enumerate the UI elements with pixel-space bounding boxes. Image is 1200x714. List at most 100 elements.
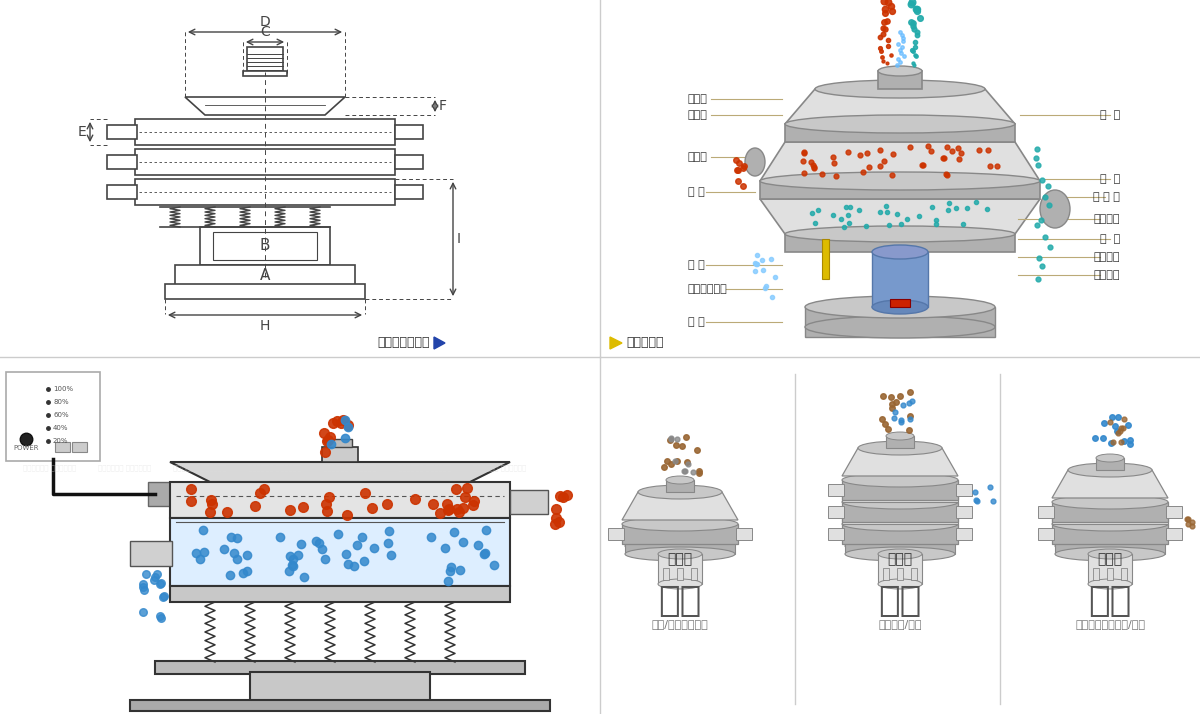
Text: 筛  网: 筛 网 bbox=[1099, 110, 1120, 120]
FancyBboxPatch shape bbox=[842, 502, 958, 522]
FancyBboxPatch shape bbox=[785, 234, 1015, 252]
FancyBboxPatch shape bbox=[1055, 542, 1165, 554]
Text: I: I bbox=[457, 232, 461, 246]
FancyBboxPatch shape bbox=[107, 125, 137, 139]
Polygon shape bbox=[785, 89, 1015, 124]
FancyBboxPatch shape bbox=[677, 568, 683, 580]
Polygon shape bbox=[842, 448, 958, 476]
FancyBboxPatch shape bbox=[1038, 506, 1054, 518]
Text: 除杂: 除杂 bbox=[1088, 584, 1132, 618]
FancyBboxPatch shape bbox=[1093, 568, 1099, 580]
Text: 弹 簧: 弹 簧 bbox=[688, 260, 704, 270]
FancyBboxPatch shape bbox=[911, 568, 917, 580]
Polygon shape bbox=[185, 97, 346, 115]
Polygon shape bbox=[434, 337, 445, 349]
FancyBboxPatch shape bbox=[130, 700, 550, 711]
Polygon shape bbox=[1052, 470, 1168, 498]
Text: 多晶硅振动筛 多晶硅振动筛: 多晶硅振动筛 多晶硅振动筛 bbox=[98, 464, 151, 471]
FancyBboxPatch shape bbox=[200, 227, 330, 265]
FancyBboxPatch shape bbox=[691, 568, 697, 580]
FancyBboxPatch shape bbox=[170, 586, 510, 602]
Text: POWER: POWER bbox=[13, 445, 38, 451]
Ellipse shape bbox=[858, 441, 942, 455]
Ellipse shape bbox=[1088, 579, 1132, 589]
Ellipse shape bbox=[658, 579, 702, 589]
Ellipse shape bbox=[622, 517, 738, 531]
Ellipse shape bbox=[805, 316, 995, 338]
FancyBboxPatch shape bbox=[1052, 524, 1168, 544]
Text: 去除异物/结块: 去除异物/结块 bbox=[878, 619, 922, 629]
FancyBboxPatch shape bbox=[170, 482, 510, 518]
FancyBboxPatch shape bbox=[55, 442, 70, 452]
FancyBboxPatch shape bbox=[608, 528, 624, 540]
Text: 多晶硅振动筛 多晶硅振动筛: 多晶硅振动筛 多晶硅振动筛 bbox=[248, 464, 301, 471]
Ellipse shape bbox=[785, 226, 1015, 242]
Text: 颗粒/粉末准确分级: 颗粒/粉末准确分级 bbox=[652, 619, 708, 629]
Ellipse shape bbox=[1055, 547, 1165, 561]
FancyBboxPatch shape bbox=[130, 541, 172, 566]
Text: B: B bbox=[259, 238, 270, 253]
FancyBboxPatch shape bbox=[878, 71, 922, 89]
Ellipse shape bbox=[845, 539, 955, 553]
FancyBboxPatch shape bbox=[72, 442, 88, 452]
Text: 振动电机: 振动电机 bbox=[1093, 252, 1120, 262]
Text: 运输固定螺栓: 运输固定螺栓 bbox=[688, 284, 727, 294]
Ellipse shape bbox=[666, 476, 694, 484]
Ellipse shape bbox=[785, 115, 1015, 133]
Text: 多晶硅振动筛 多晶硅振动筛: 多晶硅振动筛 多晶硅振动筛 bbox=[398, 464, 451, 471]
Text: 束 环: 束 环 bbox=[688, 187, 704, 197]
FancyBboxPatch shape bbox=[622, 524, 738, 544]
Ellipse shape bbox=[1096, 454, 1124, 462]
Text: 防尘盖: 防尘盖 bbox=[688, 110, 708, 120]
Ellipse shape bbox=[842, 495, 958, 509]
FancyBboxPatch shape bbox=[1121, 568, 1127, 580]
FancyBboxPatch shape bbox=[625, 542, 734, 554]
FancyBboxPatch shape bbox=[170, 518, 510, 586]
Text: 分级: 分级 bbox=[659, 584, 702, 618]
FancyBboxPatch shape bbox=[107, 185, 137, 199]
Text: 双层式: 双层式 bbox=[1098, 552, 1122, 566]
Text: 多晶硅振动筛 多晶硅振动筛: 多晶硅振动筛 多晶硅振动筛 bbox=[23, 464, 77, 471]
Ellipse shape bbox=[1088, 549, 1132, 559]
FancyBboxPatch shape bbox=[166, 284, 365, 299]
FancyBboxPatch shape bbox=[107, 155, 137, 169]
Text: 机 座: 机 座 bbox=[688, 317, 704, 327]
Ellipse shape bbox=[625, 547, 734, 561]
FancyBboxPatch shape bbox=[134, 119, 395, 145]
FancyBboxPatch shape bbox=[956, 528, 972, 540]
FancyBboxPatch shape bbox=[175, 265, 355, 285]
FancyBboxPatch shape bbox=[890, 299, 910, 307]
Ellipse shape bbox=[625, 539, 734, 553]
Text: 进料口: 进料口 bbox=[688, 94, 708, 104]
Polygon shape bbox=[760, 142, 1040, 181]
Text: 筛  盘: 筛 盘 bbox=[1099, 234, 1120, 244]
Text: 上部重锤: 上部重锤 bbox=[1093, 214, 1120, 224]
Text: 60%: 60% bbox=[53, 412, 68, 418]
Ellipse shape bbox=[1068, 463, 1152, 477]
FancyBboxPatch shape bbox=[822, 239, 829, 279]
FancyBboxPatch shape bbox=[662, 568, 670, 580]
Ellipse shape bbox=[878, 579, 922, 589]
Text: 网  架: 网 架 bbox=[1099, 174, 1120, 184]
FancyBboxPatch shape bbox=[247, 47, 283, 73]
Text: 20%: 20% bbox=[53, 438, 68, 444]
Ellipse shape bbox=[815, 80, 985, 98]
Text: 结构示意图: 结构示意图 bbox=[626, 336, 664, 349]
Ellipse shape bbox=[745, 148, 766, 176]
Text: 多晶硅振动筛 多晶硅振动筛: 多晶硅振动筛 多晶硅振动筛 bbox=[473, 464, 527, 471]
Text: 出料口: 出料口 bbox=[688, 152, 708, 162]
Ellipse shape bbox=[1040, 190, 1070, 228]
FancyBboxPatch shape bbox=[845, 542, 955, 554]
FancyBboxPatch shape bbox=[134, 179, 395, 205]
FancyBboxPatch shape bbox=[148, 482, 170, 506]
Polygon shape bbox=[610, 337, 622, 349]
Ellipse shape bbox=[878, 66, 922, 76]
Ellipse shape bbox=[805, 296, 995, 318]
Polygon shape bbox=[842, 484, 958, 502]
Text: 80%: 80% bbox=[53, 399, 68, 405]
FancyBboxPatch shape bbox=[886, 436, 914, 448]
Ellipse shape bbox=[658, 549, 702, 559]
FancyBboxPatch shape bbox=[842, 524, 958, 544]
Text: E: E bbox=[77, 125, 86, 139]
FancyBboxPatch shape bbox=[785, 124, 1015, 142]
